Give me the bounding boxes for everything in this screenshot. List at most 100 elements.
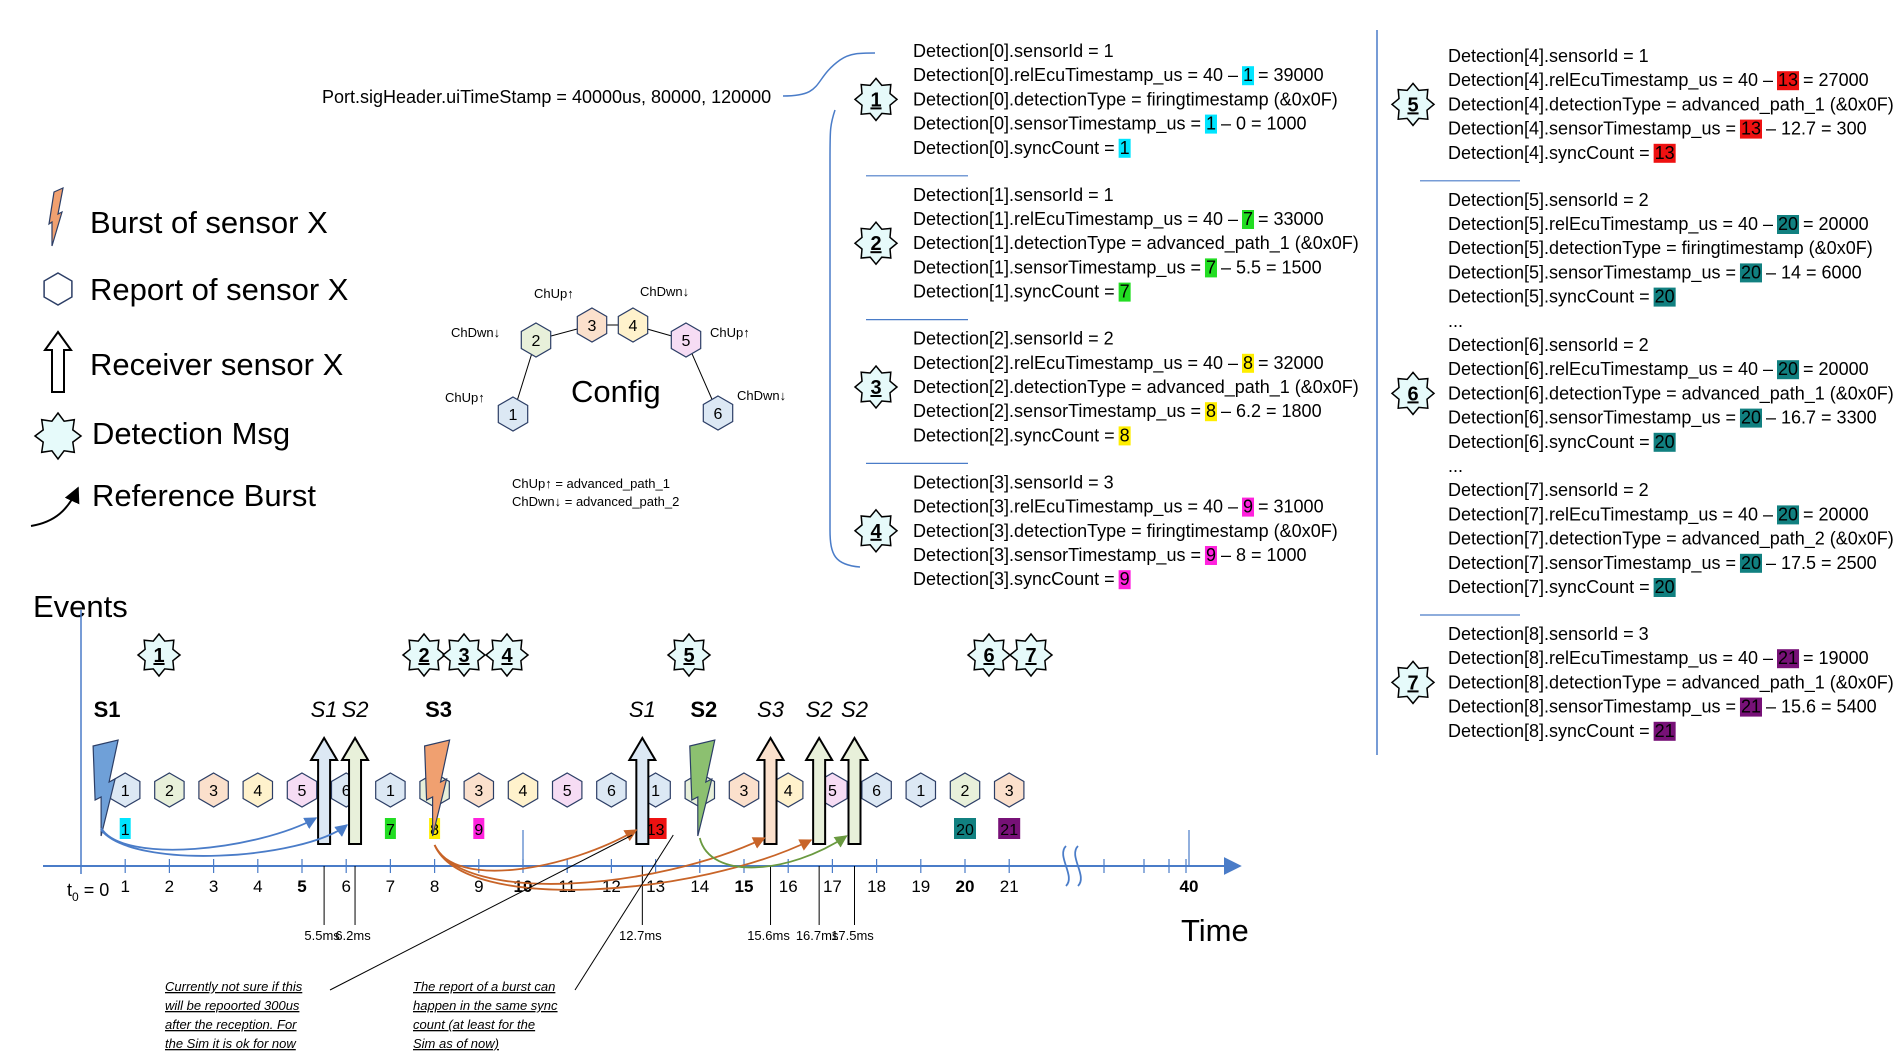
detection-text: Detection[8].relEcuTimestamp_us = 40 – <box>1448 648 1778 669</box>
detection-text: Detection[7].sensorId = 2 <box>1448 480 1649 500</box>
sync-highlight: 20 <box>1778 214 1798 234</box>
detection-line: Detection[8].sensorId = 3 <box>1448 624 1649 644</box>
highlight-box <box>1118 138 1131 158</box>
config-node-label: 3 <box>588 318 597 335</box>
sync-highlight: 7 <box>1120 282 1130 302</box>
detection-text: ... <box>1448 456 1463 476</box>
sync-highlight: 20 <box>1655 577 1675 597</box>
detection-text: Detection[3].relEcuTimestamp_us = 40 – <box>913 497 1243 518</box>
detection-msg-badge-2: 2 <box>853 221 899 266</box>
detection-group-1: Detection[0].sensorId = 1 Detection[0].re… <box>913 41 1338 158</box>
detection-line: Detection[6].syncCount = 20 <box>1448 432 1675 452</box>
starburst-icon <box>401 632 447 678</box>
sync-marker-21: 21 <box>998 818 1021 839</box>
starburst-icon <box>33 411 83 461</box>
config-label: ChDwn↓ <box>451 325 500 340</box>
timeline-detection-badge-1: 1 <box>136 632 182 678</box>
highlight-box <box>1653 143 1676 163</box>
legend-label: Receiver sensor X <box>90 347 344 382</box>
sync-highlight: 21 <box>1741 697 1761 717</box>
hexagon-icon <box>463 772 495 808</box>
config-label: ChDwn↓ <box>640 284 689 299</box>
detection-msg-badge-3: 3 <box>853 364 899 410</box>
detection-text: Detection[4].relEcuTimestamp_us = 40 – <box>1448 70 1778 91</box>
badge-label: 5 <box>1407 94 1418 116</box>
sync-highlight: 9 <box>1206 545 1216 565</box>
detection-group-5: Detection[4].sensorId = 1 Detection[4].re… <box>1448 46 1894 163</box>
sync-highlight: 1 <box>1206 114 1216 134</box>
lightning-icon <box>92 739 119 837</box>
sync-highlight: 8 <box>1120 425 1130 445</box>
sync-label: 20 <box>956 822 974 839</box>
detection-text: = 20000 <box>1798 214 1869 234</box>
detection-line: ... <box>1448 456 1463 476</box>
detection-text: – 12.7 = 300 <box>1761 119 1867 139</box>
hexagon-icon <box>861 772 892 808</box>
detection-text: Detection[0].relEcuTimestamp_us = 40 – <box>913 65 1243 86</box>
hexagon-icon <box>670 322 702 358</box>
note-pointer <box>574 834 674 991</box>
lightning-icon <box>48 186 64 247</box>
detection-text: = 19000 <box>1798 648 1869 668</box>
detection-line: Detection[2].sensorTimestamp_us = 8 – 6.… <box>913 401 1322 422</box>
report-1: 1 <box>905 772 937 808</box>
report-4: 4 <box>507 772 539 808</box>
badge-label: 4 <box>501 645 513 667</box>
detection-line: Detection[5].sensorId = 2 <box>1448 190 1649 210</box>
config-legend-up: ChUp↑ = advanced_path_1 <box>512 476 670 491</box>
badge-label: 1 <box>870 89 881 111</box>
sync-highlight: 21 <box>1655 721 1675 741</box>
receiver-time-label: 12.7ms <box>619 928 662 943</box>
config-node-2: 2 <box>520 322 552 358</box>
detection-text: Detection[0].sensorTimestamp_us = <box>913 114 1206 135</box>
detection-msg-badge-1: 1 <box>853 77 899 122</box>
detection-lists: Detection[0].sensorId = 1 Detection[0].re… <box>853 41 1894 741</box>
note-line: will be repoorted 300us <box>165 998 300 1013</box>
sync-highlight: 13 <box>1741 119 1761 139</box>
sync-box <box>119 818 131 839</box>
receiver-label: S1 <box>629 697 656 722</box>
report-2: 2 <box>154 772 185 808</box>
config-label: ChDwn↓ <box>737 388 786 403</box>
legend-item-detection: Detection Msg <box>33 411 290 461</box>
detection-text: Detection[6].detectionType = advanced_pa… <box>1448 383 1894 404</box>
detection-line: Detection[6].detectionType = advanced_pa… <box>1448 383 1894 404</box>
highlight-box <box>1204 546 1217 565</box>
highlight-box <box>1242 353 1255 373</box>
legend-label: Report of sensor X <box>90 272 349 307</box>
report-1: 1 <box>375 772 406 808</box>
detection-line: Detection[5].syncCount = 20 <box>1448 287 1675 307</box>
hexagon-icon <box>993 772 1025 808</box>
t0-label: t0 = 0 <box>67 880 109 904</box>
receiver-label: S2 <box>342 697 369 722</box>
detection-text: = 33000 <box>1253 209 1324 229</box>
receiver-S1: S1 12.7ms <box>619 697 662 943</box>
detection-line: Detection[1].detectionType = advanced_pa… <box>913 233 1359 254</box>
highlight-box <box>1739 263 1762 283</box>
highlight-box <box>1653 578 1676 597</box>
detection-line: Detection[1].sensorId = 1 <box>913 185 1114 205</box>
detection-text: Detection[2].relEcuTimestamp_us = 40 – <box>913 353 1243 374</box>
detection-msg-badge-4: 4 <box>853 508 899 553</box>
report-6: 6 <box>861 772 892 808</box>
detection-msg-badge-6: 6 <box>1390 371 1436 416</box>
config-node-3: 3 <box>576 307 608 343</box>
sync-highlight: 20 <box>1655 287 1675 307</box>
highlight-box <box>1739 408 1762 428</box>
legend-item-burst: Burst of sensor X <box>48 186 328 247</box>
detection-text: ... <box>1448 311 1463 331</box>
report-3: 3 <box>198 772 229 808</box>
receiver-S2: S2 16.7ms <box>796 697 839 943</box>
note-line: Sim as of now) <box>413 1036 499 1051</box>
sync-label: 13 <box>647 822 665 839</box>
report-label: 4 <box>784 783 793 800</box>
tick-label: 13 <box>646 877 665 896</box>
report-4: 4 <box>242 772 274 808</box>
detection-text: – 16.7 = 3300 <box>1761 408 1877 428</box>
hexagon-icon <box>198 772 229 808</box>
receiver-S1: S1 5.5ms <box>304 697 340 943</box>
report-label: 6 <box>607 783 616 800</box>
badge-label: 6 <box>983 645 994 667</box>
highlight-box <box>1777 71 1800 91</box>
lightning-icon <box>689 739 716 837</box>
